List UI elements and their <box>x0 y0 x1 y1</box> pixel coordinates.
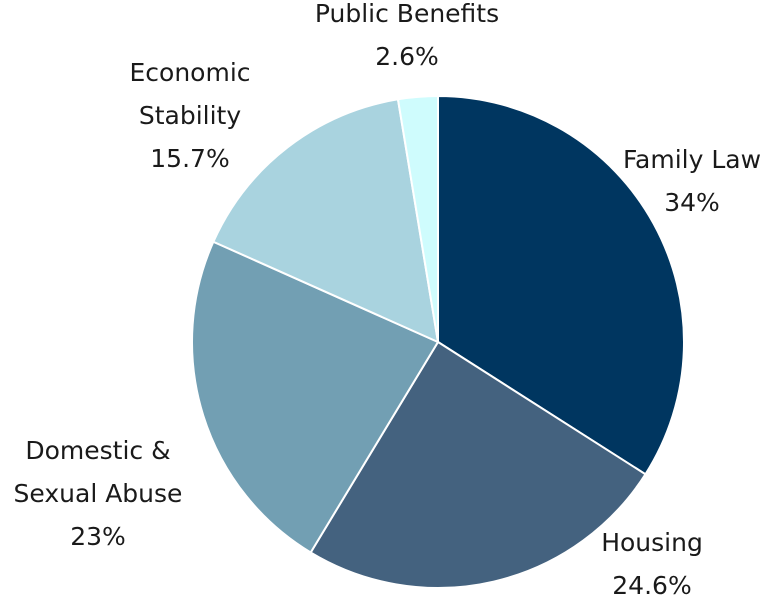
slice-name-label: Housing <box>601 528 703 557</box>
slice-name-label: Family Law <box>623 145 761 174</box>
slice-value-label: 15.7% <box>150 144 229 173</box>
slice-value-label: 23% <box>70 522 126 551</box>
pie-slice-family-law <box>437 94 685 476</box>
slice-label-public-benefits: Public Benefits 2.6% <box>315 0 499 71</box>
slice-label-economic-stability: Economic Stability 15.7% <box>129 58 250 173</box>
slice-name-label: Sexual Abuse <box>14 479 183 508</box>
slice-name-label: Economic <box>129 58 250 87</box>
pie-labels: Family Law 34% Housing 24.6% Domestic & Sexua… <box>14 0 761 600</box>
slice-name-label: Domestic & <box>25 436 170 465</box>
slice-value-label: 24.6% <box>612 571 691 600</box>
slice-label-family-law: Family Law 34% <box>623 145 761 217</box>
slice-value-label: 2.6% <box>375 42 439 71</box>
pie-slice-domestic-and-sexual-abuse <box>191 240 440 554</box>
pie-slice-economic-stability <box>212 98 440 344</box>
slice-name-label: Public Benefits <box>315 0 499 28</box>
pie-slice-housing <box>309 340 647 589</box>
slice-label-domestic-and-sexual-abuse: Domestic & Sexual Abuse 23% <box>14 436 183 551</box>
pie-slices <box>191 94 685 589</box>
slice-value-label: 34% <box>664 188 720 217</box>
pie-slice-public-benefits <box>396 94 439 343</box>
slice-label-housing: Housing 24.6% <box>601 528 703 600</box>
slice-name-label: Stability <box>139 101 242 130</box>
